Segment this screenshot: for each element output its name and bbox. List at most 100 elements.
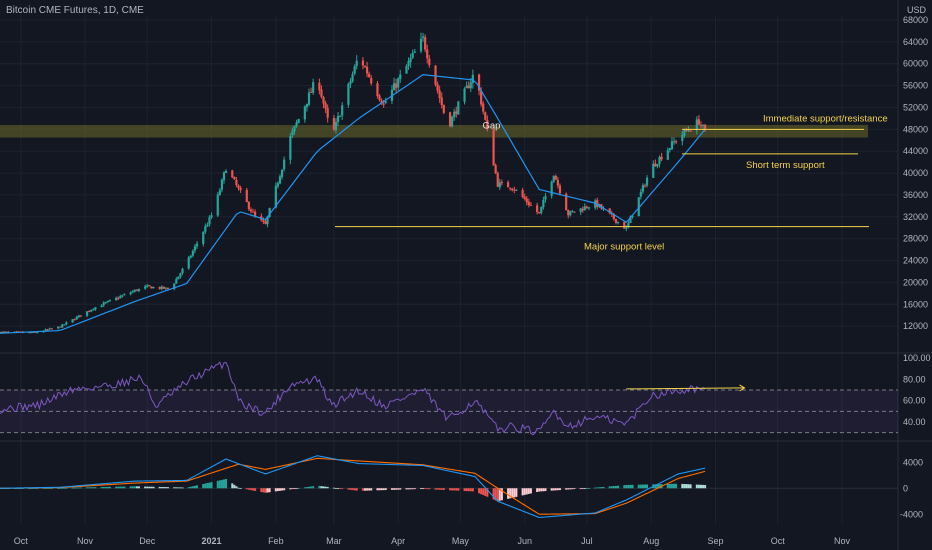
macd-histogram-bar [303, 487, 306, 489]
candle-body [527, 201, 530, 206]
candle-body [701, 124, 705, 126]
candle-body [0, 331, 4, 334]
macd-histogram-bar [129, 486, 132, 489]
candle-body [424, 37, 427, 50]
macd-histogram-bar [697, 484, 700, 489]
macd-histogram-bar [115, 486, 118, 489]
macd-histogram-bar [494, 488, 497, 501]
candle-body [585, 206, 589, 208]
price-tick-label: 44000 [903, 146, 928, 156]
candle-body [347, 83, 350, 105]
macd-histogram-bar [291, 488, 294, 490]
macd-histogram-bar [100, 487, 103, 489]
macd-histogram-bar [75, 487, 78, 489]
macd-histogram-bar [71, 487, 74, 489]
macd-histogram-bar [158, 486, 161, 489]
candle-body [27, 332, 31, 334]
macd-histogram-bar [695, 484, 698, 489]
candle-body [674, 141, 678, 143]
price-tick-label: 24000 [903, 256, 928, 266]
macd-histogram-bar [86, 487, 89, 489]
candle-body [239, 187, 242, 191]
macd-histogram-bar [405, 488, 408, 490]
candle-body [384, 101, 387, 104]
candle-body [500, 182, 503, 184]
candle-body [658, 157, 661, 164]
macd-histogram-bar [281, 488, 284, 491]
macd-histogram-bar [687, 484, 690, 489]
candle-body [75, 316, 78, 320]
candle-body [233, 177, 236, 180]
macd-histogram-bar [702, 484, 705, 489]
macd-histogram-bar [480, 488, 483, 495]
macd-histogram-bar [191, 486, 194, 489]
candle-body [399, 74, 402, 80]
candle-body [494, 165, 497, 174]
macd-histogram-bar [364, 488, 367, 491]
candle-body [558, 185, 562, 194]
candle-body [465, 85, 468, 89]
macd-histogram-bar [117, 486, 120, 489]
candle-body [569, 211, 572, 216]
time-tick-label: Sep [707, 536, 723, 546]
macd-histogram-bar [567, 488, 570, 490]
macd-histogram-bar [666, 483, 669, 489]
candle-body [571, 211, 574, 213]
candle-body [538, 211, 541, 214]
candle-body [507, 182, 510, 188]
macd-histogram-bar [366, 488, 369, 491]
macd-histogram-bar [79, 487, 82, 489]
candle-body [92, 309, 95, 311]
candle-body [704, 124, 707, 130]
macd-histogram-bar [579, 488, 582, 490]
candle-body [413, 51, 416, 53]
candle-body [652, 163, 655, 178]
candle-body [280, 169, 284, 177]
candle-body [94, 307, 97, 310]
price-tick-label: 60000 [903, 59, 928, 69]
candle-body [629, 216, 632, 224]
macd-histogram-bar [453, 488, 456, 491]
macd-histogram-bar [173, 487, 176, 489]
candle-body [100, 305, 103, 308]
candle-body [36, 332, 39, 334]
macd-histogram-bar [50, 487, 53, 489]
macd-histogram-bar [492, 488, 495, 500]
macd-histogram-bar [324, 486, 327, 489]
immediate-support-label: Immediate support/resistance [763, 113, 888, 124]
macd-histogram-bar [378, 488, 381, 491]
time-tick-label: Jul [581, 536, 593, 546]
macd-histogram-bar [420, 488, 423, 490]
macd-histogram-bar [629, 484, 632, 489]
candle-body [355, 60, 358, 67]
candle-body [177, 276, 180, 280]
candle-body [484, 112, 487, 120]
candle-body [305, 103, 309, 108]
macd-histogram-bar [148, 486, 151, 489]
candle-body [515, 189, 518, 191]
candle-body [162, 286, 165, 289]
candle-body [567, 210, 570, 216]
macd-histogram-bar [670, 483, 673, 489]
candle-body [220, 179, 224, 190]
candle-body [392, 83, 396, 91]
macd-histogram-bar [65, 487, 68, 489]
candle-body [687, 130, 690, 132]
macd-tick-label: 4000 [903, 457, 923, 467]
candle-body [135, 289, 138, 291]
macd-histogram-bar [552, 488, 555, 491]
candle-body [654, 163, 657, 167]
candle-body [268, 207, 271, 218]
candle-body [237, 185, 240, 188]
macd-histogram-bar [608, 486, 611, 489]
chart-title: Bitcoin CME Futures, 1D, CME [6, 5, 144, 16]
macd-histogram-bar [337, 488, 340, 490]
candle-body [339, 116, 342, 118]
macd-line [0, 455, 706, 519]
candle-body [451, 116, 454, 127]
macd-histogram-bar [305, 487, 308, 489]
macd-histogram-bar [262, 488, 265, 493]
macd-histogram-bar [451, 488, 454, 491]
macd-histogram-bar [166, 487, 169, 489]
